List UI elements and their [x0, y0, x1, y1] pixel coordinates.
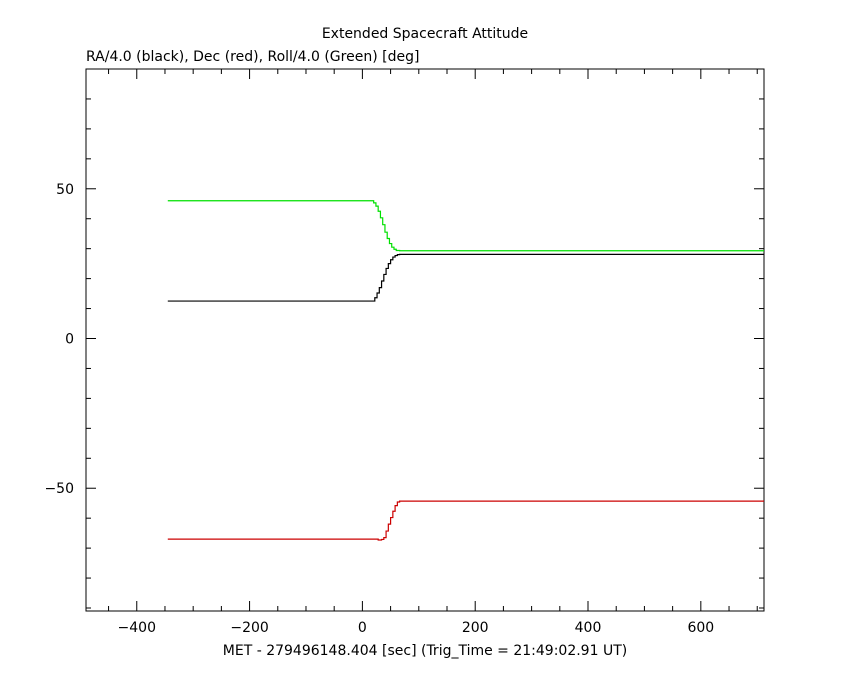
roll-series-line [167, 200, 764, 252]
x-tick-label: 600 [687, 620, 714, 636]
plot-frame [85, 68, 765, 612]
x-tick-label: 200 [462, 620, 489, 636]
dec-series-line [167, 500, 764, 541]
y-tick-label: 0 [65, 332, 74, 348]
x-tick-label: −200 [230, 620, 268, 636]
x-tick-label: 0 [358, 620, 367, 636]
axis-ticks: −400 −200 0 200 400 600 −50 0 50 [44, 68, 764, 636]
chart-subtitle: RA/4.0 (black), Dec (red), Roll/4.0 (Gre… [86, 49, 419, 65]
ra-series-line [167, 253, 764, 302]
y-tick-label: −50 [44, 481, 74, 497]
chart-title: Extended Spacecraft Attitude [322, 26, 528, 42]
x-tick-label: −400 [118, 620, 156, 636]
series-group [167, 200, 764, 541]
x-axis-label: MET - 279496148.404 [sec] (Trig_Time = 2… [223, 643, 627, 659]
y-tick-label: 50 [56, 182, 74, 198]
x-tick-label: 400 [575, 620, 602, 636]
